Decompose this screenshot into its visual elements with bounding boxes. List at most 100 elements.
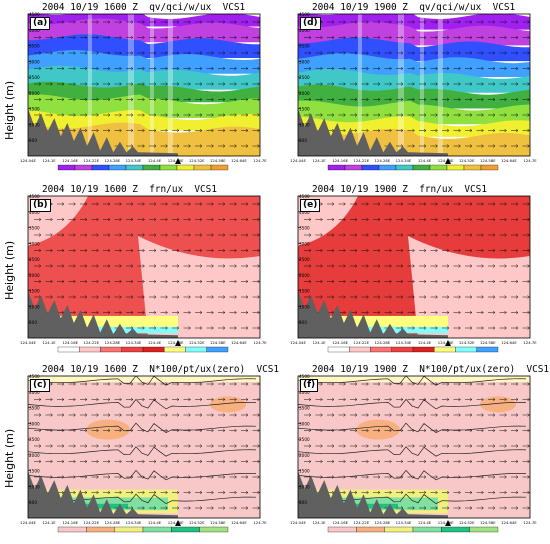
wind-vector: [499, 128, 507, 133]
wind-vector: [511, 217, 519, 222]
colorbar-swatch: [395, 164, 414, 171]
wind-vector: [57, 66, 65, 71]
wind-vector: [149, 248, 157, 253]
wind-vector: [80, 217, 88, 222]
wind-vector: [396, 310, 404, 315]
theta-contour: [28, 422, 257, 434]
location-marker: [175, 340, 181, 346]
wind-vector: [511, 20, 519, 24]
wind-vector: [34, 248, 42, 253]
wind-vector: [126, 326, 134, 330]
wind-vector: [137, 35, 145, 40]
wind-vector: [91, 490, 99, 495]
wind-vector: [206, 382, 214, 386]
plot-frame: [297, 375, 531, 519]
wind-vector: [419, 397, 427, 402]
wind-vector: [442, 279, 450, 284]
wind-vector: [430, 490, 438, 495]
wind-vector: [511, 428, 519, 433]
wind-vector: [172, 51, 180, 55]
wind-vector: [80, 97, 88, 102]
stability-top: [28, 376, 260, 382]
wind-vector: [396, 51, 404, 55]
wind-vector: [137, 310, 145, 315]
wind-vector: [195, 66, 203, 71]
wind-vector: [430, 248, 438, 253]
wind-vector: [160, 82, 168, 86]
wind-vector: [465, 475, 473, 479]
y-tick-label: 4000: [299, 210, 310, 215]
wind-vector: [195, 397, 203, 402]
wind-vector: [476, 233, 484, 237]
wind-vector: [442, 490, 450, 495]
wind-vector: [488, 506, 496, 510]
wind-vector: [373, 66, 381, 71]
wind-vector: [114, 97, 122, 102]
terrain: [298, 108, 448, 156]
wind-vector: [465, 113, 473, 117]
wind-vector: [183, 310, 191, 315]
wind-vector: [384, 428, 392, 433]
wind-vector: [499, 382, 507, 386]
wind-vector: [453, 382, 461, 386]
plot-svg: 4500 4000 3500 3000 2500 2000 1500 1000 500 124.0…: [290, 12, 537, 171]
x-tick-label: 124.4E: [418, 340, 432, 345]
wind-vector: [304, 66, 312, 71]
wind-vector: [172, 475, 180, 479]
wind-vector: [488, 264, 496, 268]
wind-vector: [442, 310, 450, 315]
wind-vector: [465, 248, 473, 253]
y-tick-label: 3500: [29, 44, 40, 49]
colorbar-swatch: [206, 346, 229, 353]
wind-vector: [350, 264, 358, 268]
wind-vector: [114, 20, 122, 24]
wind-vector: [419, 279, 427, 284]
wind-vector: [57, 475, 65, 479]
wind-vector: [338, 428, 346, 433]
updraft-plume: [128, 14, 134, 156]
wind-vector: [511, 413, 519, 417]
wind-vector: [419, 113, 427, 117]
wind-vector: [488, 459, 496, 464]
wind-vector: [522, 459, 530, 464]
wind-vector: [465, 82, 473, 86]
wind-vector: [396, 295, 404, 299]
wind-vector: [137, 82, 145, 86]
y-tick-label: 4500: [29, 12, 40, 17]
wind-vector: [149, 295, 157, 299]
y-axis-label-row3: Height (m): [3, 428, 16, 488]
x-tick-label: 124.52E: [459, 520, 475, 525]
wind-vector: [407, 66, 415, 71]
wind-vector: [476, 459, 484, 464]
wind-vector: [511, 279, 519, 284]
wind-vector: [149, 66, 157, 71]
wind-vector: [511, 397, 519, 402]
wind-vector: [465, 413, 473, 417]
wind-vector: [396, 382, 404, 386]
wind-vector: [68, 413, 76, 417]
wind-vector: [218, 97, 226, 102]
wind-vector: [172, 217, 180, 222]
wind-vector: [229, 51, 237, 55]
wind-vector: [103, 382, 111, 386]
y-tick-label: 1500: [299, 469, 310, 474]
y-tick-label: 4500: [299, 194, 310, 199]
colorbar-swatch: [412, 164, 431, 171]
wind-vector: [442, 326, 450, 330]
y-tick-label: 500: [299, 320, 307, 325]
y-axis-label-row1: Height (m): [3, 80, 16, 140]
wind-vector: [327, 264, 335, 268]
wind-vector: [430, 382, 438, 386]
wind-vector: [126, 264, 134, 268]
wind-vector: [183, 382, 191, 386]
wind-vector: [126, 413, 134, 417]
wind-vector: [252, 144, 260, 148]
wind-vector: [103, 233, 111, 237]
x-tick-label: 124.1E: [312, 520, 326, 525]
wind-vector: [218, 295, 226, 299]
wind-vector: [315, 279, 323, 284]
wind-vector: [206, 397, 214, 402]
wind-vector: [241, 66, 249, 71]
wind-vector: [114, 382, 122, 386]
wind-vector: [304, 264, 312, 268]
